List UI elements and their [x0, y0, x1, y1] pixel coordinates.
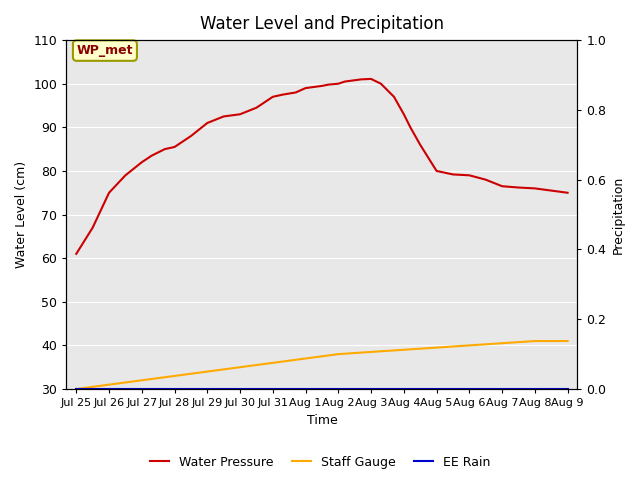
- Line: Staff Gauge: Staff Gauge: [76, 341, 568, 389]
- Staff Gauge: [105, 382, 113, 387]
- Line: Water Pressure: Water Pressure: [76, 79, 568, 254]
- Water Pressure: [161, 146, 168, 152]
- Staff Gauge: [236, 364, 244, 370]
- Water Pressure: [171, 144, 179, 150]
- Title: Water Level and Precipitation: Water Level and Precipitation: [200, 15, 444, 33]
- Staff Gauge: [269, 360, 276, 366]
- Water Pressure: [269, 94, 276, 100]
- Staff Gauge: [499, 340, 506, 346]
- Water Pressure: [292, 90, 300, 96]
- Legend: Water Pressure, Staff Gauge, EE Rain: Water Pressure, Staff Gauge, EE Rain: [145, 451, 495, 474]
- Staff Gauge: [72, 386, 80, 392]
- Water Pressure: [499, 183, 506, 189]
- Water Pressure: [433, 168, 440, 174]
- Water Pressure: [72, 251, 80, 257]
- Staff Gauge: [400, 347, 408, 353]
- Water Pressure: [367, 76, 375, 82]
- Staff Gauge: [204, 369, 211, 374]
- Water Pressure: [204, 120, 211, 126]
- Water Pressure: [253, 105, 260, 110]
- Water Pressure: [531, 185, 539, 191]
- Water Pressure: [301, 85, 309, 91]
- Staff Gauge: [335, 351, 342, 357]
- Water Pressure: [279, 92, 287, 97]
- Water Pressure: [417, 142, 424, 148]
- Water Pressure: [465, 172, 473, 178]
- Staff Gauge: [433, 345, 440, 350]
- Staff Gauge: [564, 338, 572, 344]
- Water Pressure: [515, 185, 522, 191]
- Y-axis label: Precipitation: Precipitation: [612, 175, 625, 254]
- Water Pressure: [89, 225, 97, 230]
- Staff Gauge: [171, 373, 179, 379]
- Water Pressure: [341, 79, 349, 84]
- Water Pressure: [357, 76, 365, 82]
- Water Pressure: [547, 188, 555, 193]
- Staff Gauge: [367, 349, 375, 355]
- Staff Gauge: [465, 343, 473, 348]
- Water Pressure: [318, 83, 326, 89]
- Y-axis label: Water Level (cm): Water Level (cm): [15, 161, 28, 268]
- X-axis label: Time: Time: [307, 414, 337, 427]
- Water Pressure: [390, 94, 398, 100]
- Water Pressure: [324, 82, 332, 87]
- Water Pressure: [406, 124, 414, 130]
- Water Pressure: [122, 172, 129, 178]
- Staff Gauge: [301, 356, 309, 361]
- Water Pressure: [335, 81, 342, 86]
- Water Pressure: [236, 111, 244, 117]
- Water Pressure: [449, 171, 457, 177]
- Water Pressure: [220, 114, 227, 120]
- Staff Gauge: [531, 338, 539, 344]
- Water Pressure: [564, 190, 572, 196]
- Staff Gauge: [138, 377, 146, 383]
- Water Pressure: [400, 111, 408, 117]
- Water Pressure: [138, 159, 146, 165]
- Water Pressure: [482, 177, 490, 182]
- Water Pressure: [187, 133, 195, 139]
- Water Pressure: [351, 77, 358, 83]
- Water Pressure: [105, 190, 113, 196]
- Water Pressure: [377, 81, 385, 86]
- Water Pressure: [148, 153, 156, 158]
- Text: WP_met: WP_met: [77, 44, 133, 57]
- Water Pressure: [308, 84, 316, 90]
